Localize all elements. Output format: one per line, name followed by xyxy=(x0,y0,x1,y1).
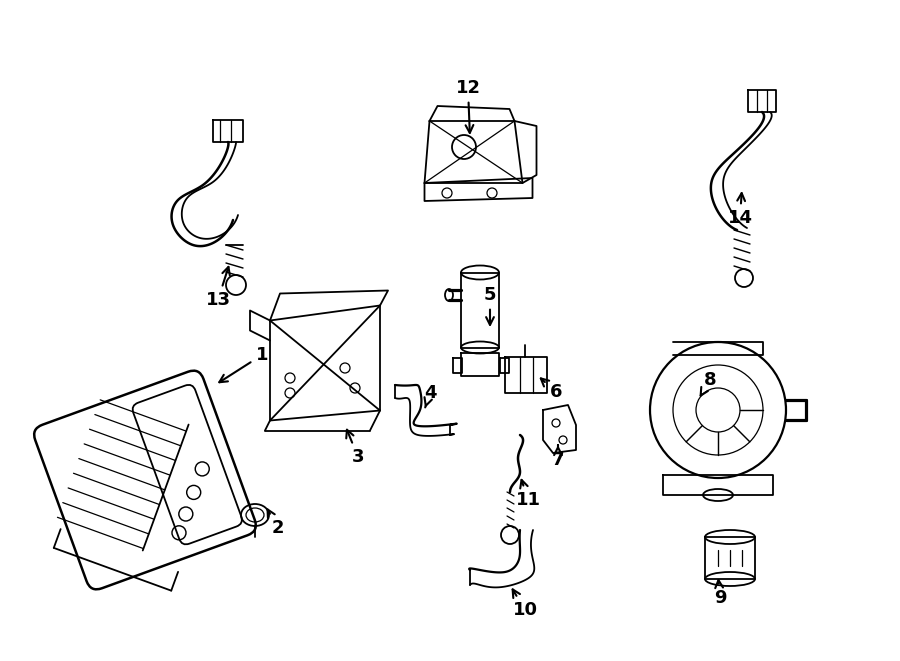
Text: 2: 2 xyxy=(267,510,284,537)
Text: 10: 10 xyxy=(512,590,537,619)
Text: 8: 8 xyxy=(700,371,716,396)
Text: 14: 14 xyxy=(727,193,752,227)
Text: 7: 7 xyxy=(552,446,564,469)
Text: 5: 5 xyxy=(484,286,496,325)
Text: 12: 12 xyxy=(455,79,481,133)
Text: 1: 1 xyxy=(220,346,268,382)
Text: 9: 9 xyxy=(714,580,726,607)
Text: 6: 6 xyxy=(541,378,562,401)
Text: 4: 4 xyxy=(424,384,436,407)
Text: 13: 13 xyxy=(205,267,230,309)
Text: 11: 11 xyxy=(516,480,541,509)
Text: 3: 3 xyxy=(346,430,364,466)
